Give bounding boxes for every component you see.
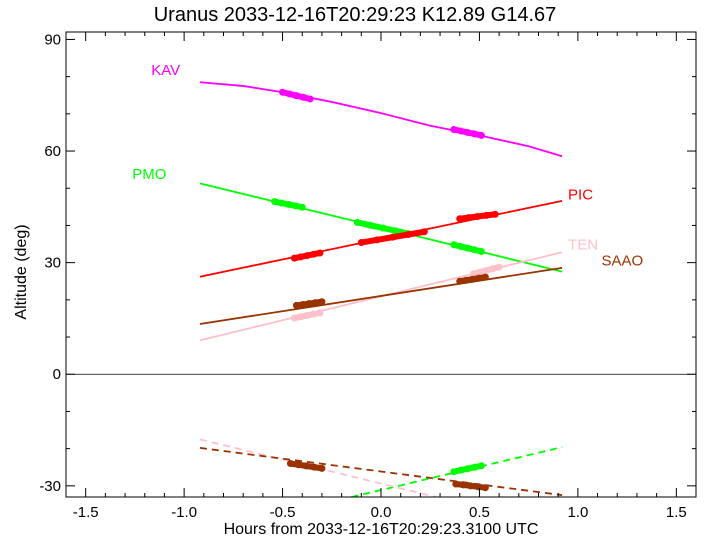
series-pmo-obs-point: [450, 241, 458, 249]
series-kav-obs-point: [450, 125, 458, 133]
below-horizon-saao-obs-point: [286, 460, 294, 468]
below-horizon-saao-obs-point: [459, 481, 467, 489]
series-saao-obs-point: [456, 277, 464, 285]
site-label-pic: PIC: [568, 186, 593, 203]
series-pic-obs-point: [405, 230, 413, 238]
y-tick-label: 0: [53, 366, 61, 383]
series-pic-obs-point: [297, 253, 305, 261]
series-kav-obs-point: [457, 127, 465, 135]
y-tick-label: -30: [39, 478, 61, 495]
series-pmo-obs-point: [471, 246, 479, 254]
site-label-kav: KAV: [151, 62, 180, 79]
x-tick-label: 0.0: [371, 504, 392, 521]
series-pmo-obs-point: [366, 221, 374, 229]
series-pic-obs-point: [420, 228, 428, 236]
series-pic-obs-point: [465, 214, 473, 222]
series-pic-obs-point: [482, 211, 490, 219]
series-saao-obs-point: [318, 298, 326, 306]
below-horizon-saao-obs-point: [310, 463, 318, 471]
below-horizon-pmo-obs-point: [450, 468, 458, 476]
site-label-ten: TEN: [568, 237, 598, 254]
series-saao-obs-point: [475, 274, 483, 282]
series-ten-obs-point: [476, 268, 484, 276]
series-ten-obs-point: [470, 270, 478, 278]
below-horizon-saao-obs-point: [302, 462, 310, 470]
series-saao-obs-point: [299, 300, 307, 308]
series-saao-obs-point: [462, 276, 470, 284]
x-tick-label: 1.5: [666, 504, 687, 521]
below-horizon-saao-obs-point: [294, 461, 302, 469]
x-tick-label: 1.0: [567, 504, 588, 521]
series-pic-obs-point: [389, 233, 397, 241]
below-horizon-saao-obs-point: [481, 484, 489, 492]
series-saao-obs-point: [469, 275, 477, 283]
series-kav-obs-point: [292, 92, 300, 100]
series-pic-obs-point: [373, 236, 381, 244]
series-ten-obs-point: [316, 309, 324, 317]
below-horizon-pmo-obs-point: [464, 465, 472, 473]
site-label-saao: SAAO: [602, 253, 644, 270]
x-tick-label: -1.5: [73, 504, 99, 521]
series-kav-obs-point: [285, 90, 293, 98]
below-horizon-saao-obs-point: [474, 483, 482, 491]
series-ten-obs-point: [489, 265, 497, 273]
x-tick-label: -1.0: [171, 504, 197, 521]
series-pic-obs-point: [290, 254, 298, 262]
series-pic-obs-point: [357, 239, 365, 247]
below-horizon-pmo-obs-point: [471, 463, 479, 471]
series-pmo-obs-point: [291, 202, 299, 210]
below-horizon-line-saao: [199, 447, 563, 497]
series-pic-obs-point: [473, 213, 481, 221]
below-horizon-pmo-obs-point: [457, 466, 465, 474]
chart-title: Uranus 2033-12-16T20:29:23 K12.89 G14.67: [153, 4, 557, 26]
series-saao-obs-point: [312, 299, 320, 307]
series-line-saao: [199, 266, 563, 325]
series-pic-obs-point: [456, 215, 464, 223]
series-pmo-obs-point: [379, 224, 387, 232]
x-tick-label: -0.5: [270, 504, 296, 521]
series-saao-obs-point: [481, 273, 489, 281]
series-pmo-obs-point: [271, 198, 279, 206]
y-tick-label: 90: [44, 31, 61, 48]
series-kav-obs-point: [306, 95, 314, 103]
below-horizon-pmo-obs-point: [477, 462, 485, 470]
site-label-pmo: PMO: [132, 166, 166, 183]
series-line-kav: [199, 81, 563, 158]
y-axis-label: Altitude (deg): [13, 224, 30, 320]
series-kav-obs-point: [471, 130, 479, 138]
series-pmo-obs-point: [353, 218, 361, 226]
series-kav-obs-point: [299, 93, 307, 101]
series-pic-obs-point: [316, 249, 324, 257]
series-pmo-obs-point: [477, 247, 485, 255]
y-tick-label: 30: [44, 255, 61, 272]
series-pmo-obs-point: [392, 227, 400, 235]
series-ten-obs-point: [303, 311, 311, 319]
series-pic-obs-point: [491, 210, 499, 218]
series-pmo-obs-point: [278, 199, 286, 207]
series-pic-obs-point: [303, 252, 311, 260]
series-ten-obs-point: [290, 314, 298, 322]
x-tick-label: 0.5: [469, 504, 490, 521]
below-horizon-saao-obs-point: [318, 464, 326, 472]
x-axis-label: Hours from 2033-12-16T20:29:23.3100 UTC: [223, 521, 539, 538]
below-horizon-saao-obs-point: [452, 480, 460, 488]
series-saao-obs-point: [292, 301, 300, 309]
series-saao-obs-point: [305, 300, 313, 308]
series-ten-obs-point: [495, 263, 503, 271]
series-kav-obs-point: [464, 128, 472, 136]
series-ten-obs-point: [482, 266, 490, 274]
series-ten-obs-point: [310, 310, 318, 318]
series-pic-obs-point: [310, 250, 318, 258]
y-tick-label: 60: [44, 143, 61, 160]
below-horizon-saao-obs-point: [467, 482, 475, 490]
series-pmo-obs-point: [464, 244, 472, 252]
series-kav-obs-point: [477, 131, 485, 139]
series-ten-obs-point: [297, 313, 305, 321]
series-pmo-obs-point: [298, 203, 306, 211]
series-pmo-obs-point: [284, 200, 292, 208]
series-kav-obs-point: [279, 88, 287, 96]
series-pmo-obs-point: [457, 242, 465, 250]
